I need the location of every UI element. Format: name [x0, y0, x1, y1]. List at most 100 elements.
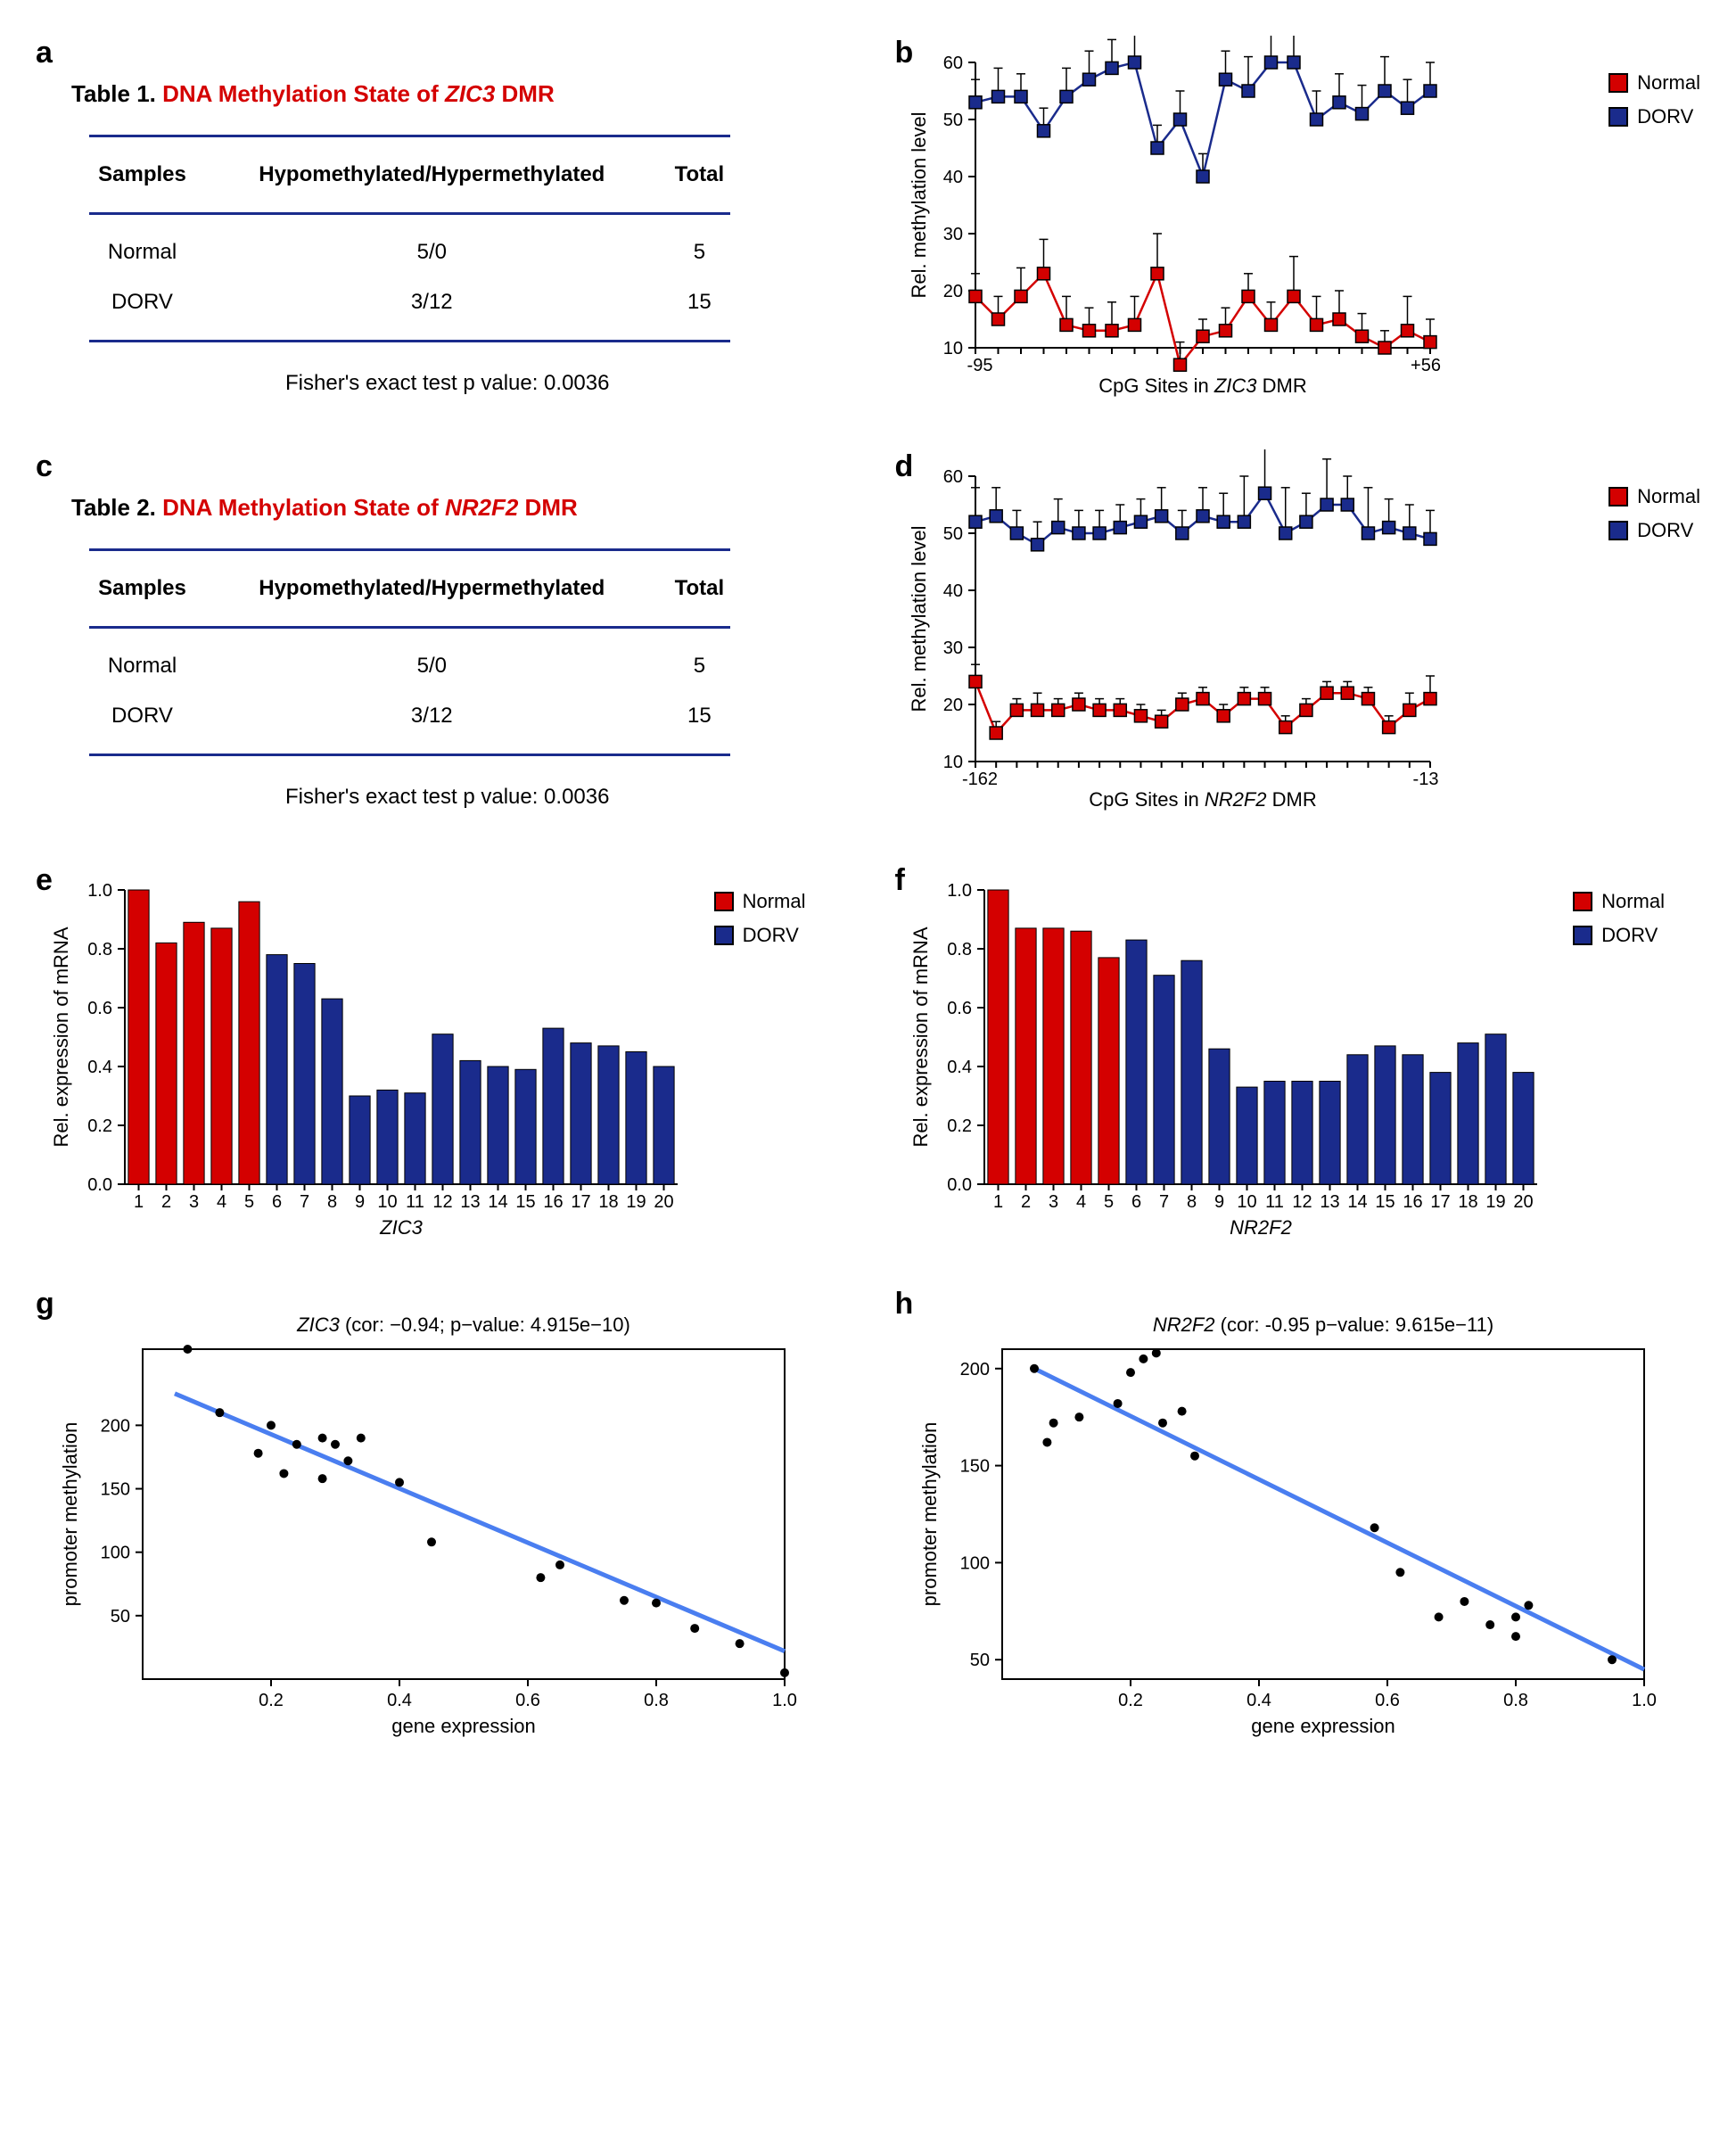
chart-g: 501001502000.20.40.60.81.0gene expressio… [36, 1287, 838, 1750]
svg-text:40: 40 [942, 168, 962, 187]
svg-text:NR2F2: NR2F2 [1230, 1216, 1292, 1239]
legend-normal: Normal [1608, 71, 1700, 95]
svg-text:3: 3 [1048, 1192, 1057, 1212]
table2-foot: Fisher's exact test p value: 0.0036 [71, 769, 824, 819]
svg-text:ZIC3 (cor: −0.94; p−value: 4.9: ZIC3 (cor: −0.94; p−value: 4.915e−10) [296, 1314, 630, 1336]
svg-text:100: 100 [959, 1553, 989, 1573]
svg-text:promoter methylation: promoter methylation [918, 1422, 941, 1607]
svg-text:17: 17 [1430, 1192, 1450, 1212]
svg-text:19: 19 [1485, 1192, 1505, 1212]
table-row: Normal 5/0 5 [71, 641, 748, 691]
svg-text:60: 60 [942, 467, 962, 487]
legend-e: Normal DORV [714, 890, 806, 947]
table2-name: DNA Methylation State of NR2F2 DMR [162, 494, 578, 521]
svg-text:0.2: 0.2 [259, 1691, 284, 1710]
svg-text:0.4: 0.4 [87, 1058, 112, 1077]
svg-text:6: 6 [1131, 1192, 1140, 1212]
legend-f: Normal DORV [1573, 890, 1665, 947]
table1: Samples Hypomethylated/Hypermethylated T… [71, 122, 748, 355]
svg-text:4: 4 [1075, 1192, 1085, 1212]
svg-text:0.6: 0.6 [947, 999, 972, 1018]
svg-text:8: 8 [327, 1192, 337, 1212]
svg-text:8: 8 [1186, 1192, 1196, 1212]
panel-b: b Normal DORV 102030405060-95+56CpG Site… [895, 36, 1701, 423]
table2-head: Samples Hypomethylated/Hypermethylated T… [71, 564, 748, 614]
svg-text:40: 40 [942, 581, 962, 601]
svg-text:10: 10 [942, 753, 962, 772]
legend-normal: Normal [714, 890, 806, 913]
legend-dorv: DORV [714, 924, 806, 947]
svg-text:0.6: 0.6 [1375, 1691, 1400, 1710]
svg-text:14: 14 [488, 1192, 507, 1212]
svg-text:9: 9 [1214, 1192, 1223, 1212]
panel-g: g 501001502000.20.40.60.81.0gene express… [36, 1287, 842, 1755]
svg-text:1.0: 1.0 [772, 1691, 797, 1710]
svg-text:1: 1 [992, 1192, 1002, 1212]
svg-text:13: 13 [460, 1192, 480, 1212]
svg-text:15: 15 [1375, 1192, 1395, 1212]
panel-d: d Normal DORV 102030405060-162-13CpG Sit… [895, 449, 1701, 836]
panel-a: a Table 1. DNA Methylation State of ZIC3… [36, 36, 842, 423]
svg-text:0.8: 0.8 [947, 940, 972, 959]
table1-foot: Fisher's exact test p value: 0.0036 [71, 355, 824, 405]
svg-text:0.2: 0.2 [947, 1116, 972, 1136]
svg-text:14: 14 [1347, 1192, 1367, 1212]
svg-text:30: 30 [942, 638, 962, 658]
svg-text:5: 5 [1103, 1192, 1113, 1212]
svg-text:16: 16 [543, 1192, 563, 1212]
panel-label-c: c [36, 449, 53, 484]
svg-text:1.0: 1.0 [1632, 1691, 1657, 1710]
table2: Samples Hypomethylated/Hypermethylated T… [71, 536, 748, 769]
svg-text:7: 7 [1158, 1192, 1168, 1212]
svg-text:20: 20 [654, 1192, 673, 1212]
legend-dorv: DORV [1573, 924, 1665, 947]
svg-text:50: 50 [942, 524, 962, 544]
svg-text:1.0: 1.0 [947, 881, 972, 901]
svg-text:0.0: 0.0 [947, 1175, 972, 1195]
svg-text:17: 17 [571, 1192, 590, 1212]
svg-text:NR2F2 (cor: -0.95 p−value: 9.6: NR2F2 (cor: -0.95 p−value: 9.615e−11) [1152, 1314, 1493, 1336]
svg-text:11: 11 [1265, 1192, 1284, 1212]
svg-text:11: 11 [406, 1192, 424, 1212]
svg-text:-13: -13 [1412, 770, 1438, 789]
panel-label-a: a [36, 36, 53, 70]
table2-title: Table 2. DNA Methylation State of NR2F2 … [71, 494, 824, 522]
svg-text:19: 19 [626, 1192, 646, 1212]
svg-text:100: 100 [101, 1544, 130, 1563]
svg-text:20: 20 [942, 282, 962, 301]
chart-h: 501001502000.20.40.60.81.0gene expressio… [895, 1287, 1698, 1750]
svg-text:0.4: 0.4 [947, 1058, 972, 1077]
chart-b: 102030405060-95+56CpG Sites in ZIC3 DMRR… [895, 36, 1573, 410]
svg-text:0.2: 0.2 [87, 1116, 112, 1136]
chart-d: 102030405060-162-13CpG Sites in NR2F2 DM… [895, 449, 1573, 824]
svg-text:0.4: 0.4 [387, 1691, 412, 1710]
svg-text:150: 150 [959, 1457, 989, 1477]
svg-text:10: 10 [942, 339, 962, 358]
svg-text:30: 30 [942, 225, 962, 244]
panel-c: c Table 2. DNA Methylation State of NR2F… [36, 449, 842, 836]
svg-text:12: 12 [1292, 1192, 1312, 1212]
svg-text:-162: -162 [961, 770, 997, 789]
svg-text:20: 20 [942, 696, 962, 715]
table1-title: Table 1. DNA Methylation State of ZIC3 D… [71, 80, 824, 108]
svg-text:ZIC3: ZIC3 [379, 1216, 423, 1239]
svg-text:3: 3 [189, 1192, 199, 1212]
table1-head: Samples Hypomethylated/Hypermethylated T… [71, 150, 748, 200]
svg-text:0.0: 0.0 [87, 1175, 112, 1195]
table1-num: Table 1. [71, 80, 156, 107]
svg-text:9: 9 [355, 1192, 365, 1212]
legend-dorv: DORV [1608, 519, 1700, 542]
table-row: Normal 5/0 5 [71, 227, 748, 277]
svg-text:50: 50 [969, 1651, 989, 1670]
svg-text:50: 50 [111, 1607, 130, 1627]
legend-b: Normal DORV [1608, 71, 1700, 128]
svg-text:gene expression: gene expression [391, 1715, 535, 1737]
svg-text:Rel. expression of mRNA: Rel. expression of mRNA [50, 926, 72, 1147]
panel-e: e Normal DORV 0.00.20.40.60.81.012345678… [36, 863, 842, 1260]
svg-text:4: 4 [217, 1192, 226, 1212]
panel-h: h 501001502000.20.40.60.81.0gene express… [895, 1287, 1701, 1755]
panel-label-g: g [36, 1287, 54, 1322]
legend-normal: Normal [1573, 890, 1665, 913]
svg-text:50: 50 [942, 111, 962, 130]
svg-text:150: 150 [101, 1480, 130, 1500]
